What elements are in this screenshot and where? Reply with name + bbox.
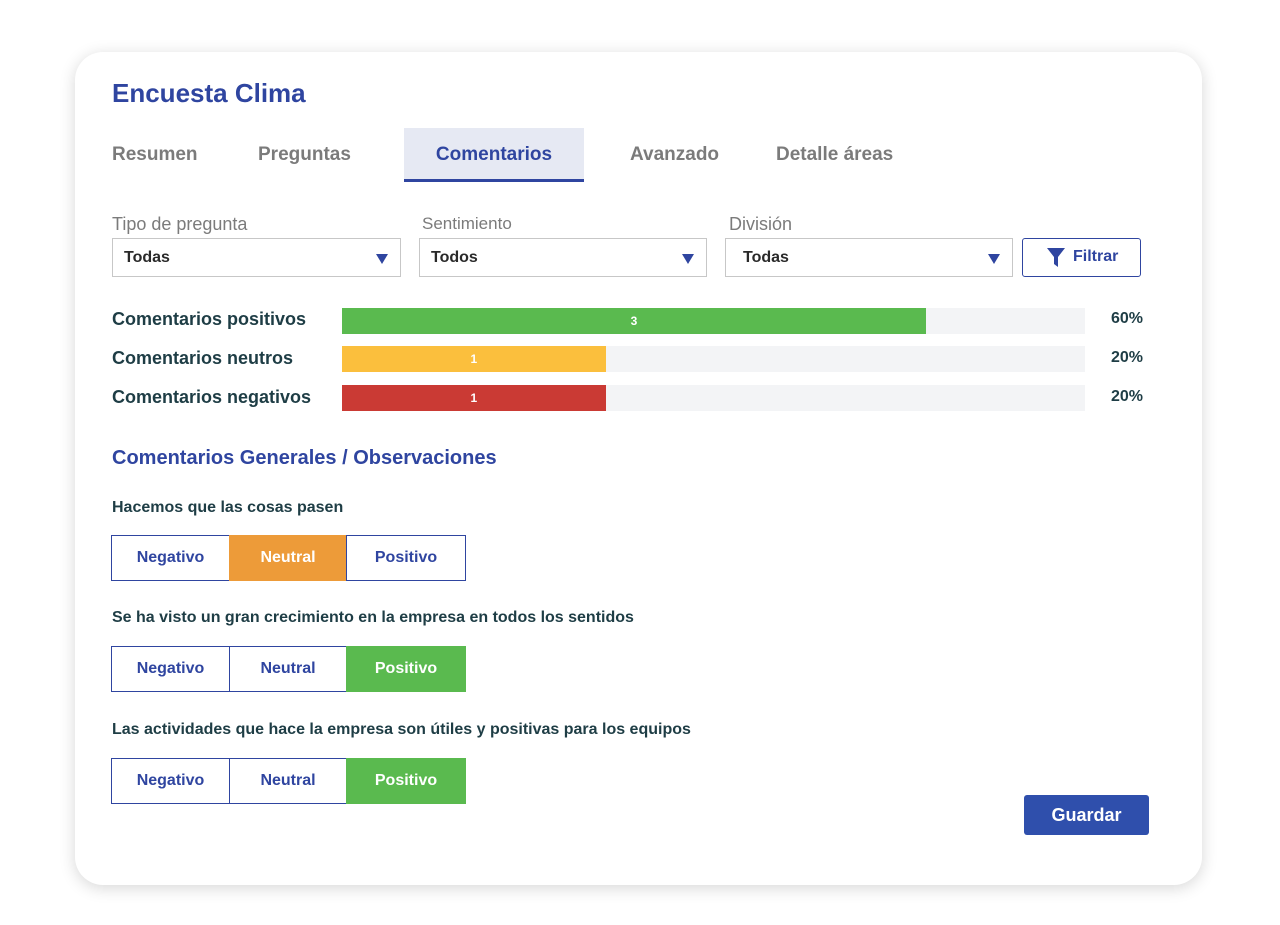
filter-sentimiento-select[interactable]: Todos <box>419 238 707 277</box>
stat-percent-neutral: 20% <box>1111 349 1144 366</box>
stat-track-positive: 3 <box>342 308 1085 334</box>
tab-avanzado[interactable]: Avanzado <box>630 144 720 165</box>
stat-percent-negative: 20% <box>1111 388 1144 405</box>
option-neutral[interactable]: Neutral <box>229 535 347 581</box>
option-negative[interactable]: Negativo <box>111 535 230 581</box>
stat-track-neutral: 1 <box>342 346 1085 372</box>
tab-detalle-areas[interactable]: Detalle áreas <box>776 144 894 165</box>
option-neutral[interactable]: Neutral <box>229 758 347 804</box>
comment-text: Se ha visto un gran crecimiento en la em… <box>112 609 634 626</box>
filter-division-value: Todas <box>743 249 789 266</box>
tab-comentarios[interactable]: Comentarios <box>404 128 584 182</box>
stat-label-neutral: Comentarios neutros <box>112 348 294 368</box>
filter-division-select[interactable]: Todas <box>725 238 1013 277</box>
sentiment-selector: Negativo Neutral Positivo <box>111 758 466 804</box>
filter-tipo-value: Todas <box>124 249 170 266</box>
stat-bar-negative: 1 <box>342 385 606 411</box>
option-positive[interactable]: Positivo <box>346 535 466 581</box>
option-neutral[interactable]: Neutral <box>229 646 347 692</box>
comment-text: Hacemos que las cosas pasen <box>112 499 344 516</box>
option-positive[interactable]: Positivo <box>346 646 466 692</box>
option-negative[interactable]: Negativo <box>111 646 230 692</box>
tab-preguntas[interactable]: Preguntas <box>258 144 351 165</box>
dropdown-arrow-icon <box>682 254 694 264</box>
filter-division-label: División <box>729 214 793 234</box>
filter-button-label: Filtrar <box>1073 248 1119 265</box>
save-button[interactable]: Guardar <box>1024 795 1149 835</box>
stat-track-negative: 1 <box>342 385 1085 411</box>
stat-bar-positive: 3 <box>342 308 926 334</box>
dropdown-arrow-icon <box>988 254 1000 264</box>
stat-bar-neutral: 1 <box>342 346 606 372</box>
filter-button[interactable]: Filtrar <box>1022 238 1141 277</box>
tab-resumen[interactable]: Resumen <box>112 144 198 165</box>
stat-percent-positive: 60% <box>1111 310 1144 327</box>
survey-card <box>75 52 1202 885</box>
stat-label-positive: Comentarios positivos <box>112 309 307 329</box>
dropdown-arrow-icon <box>376 254 388 264</box>
sentiment-selector: Negativo Neutral Positivo <box>111 646 466 692</box>
filter-tipo-label: Tipo de pregunta <box>112 214 248 234</box>
filter-tipo-select[interactable]: Todas <box>112 238 401 277</box>
filter-sentimiento-value: Todos <box>431 249 478 266</box>
filter-sentimiento-label: Sentimiento <box>422 214 512 233</box>
comment-text: Las actividades que hace la empresa son … <box>112 721 691 738</box>
option-negative[interactable]: Negativo <box>111 758 230 804</box>
section-title: Comentarios Generales / Observaciones <box>112 447 497 469</box>
stat-label-negative: Comentarios negativos <box>112 387 312 407</box>
sentiment-selector: Negativo Neutral Positivo <box>111 535 466 581</box>
option-positive[interactable]: Positivo <box>346 758 466 804</box>
filter-icon <box>1047 248 1065 273</box>
page-title: Encuesta Clima <box>112 78 306 108</box>
